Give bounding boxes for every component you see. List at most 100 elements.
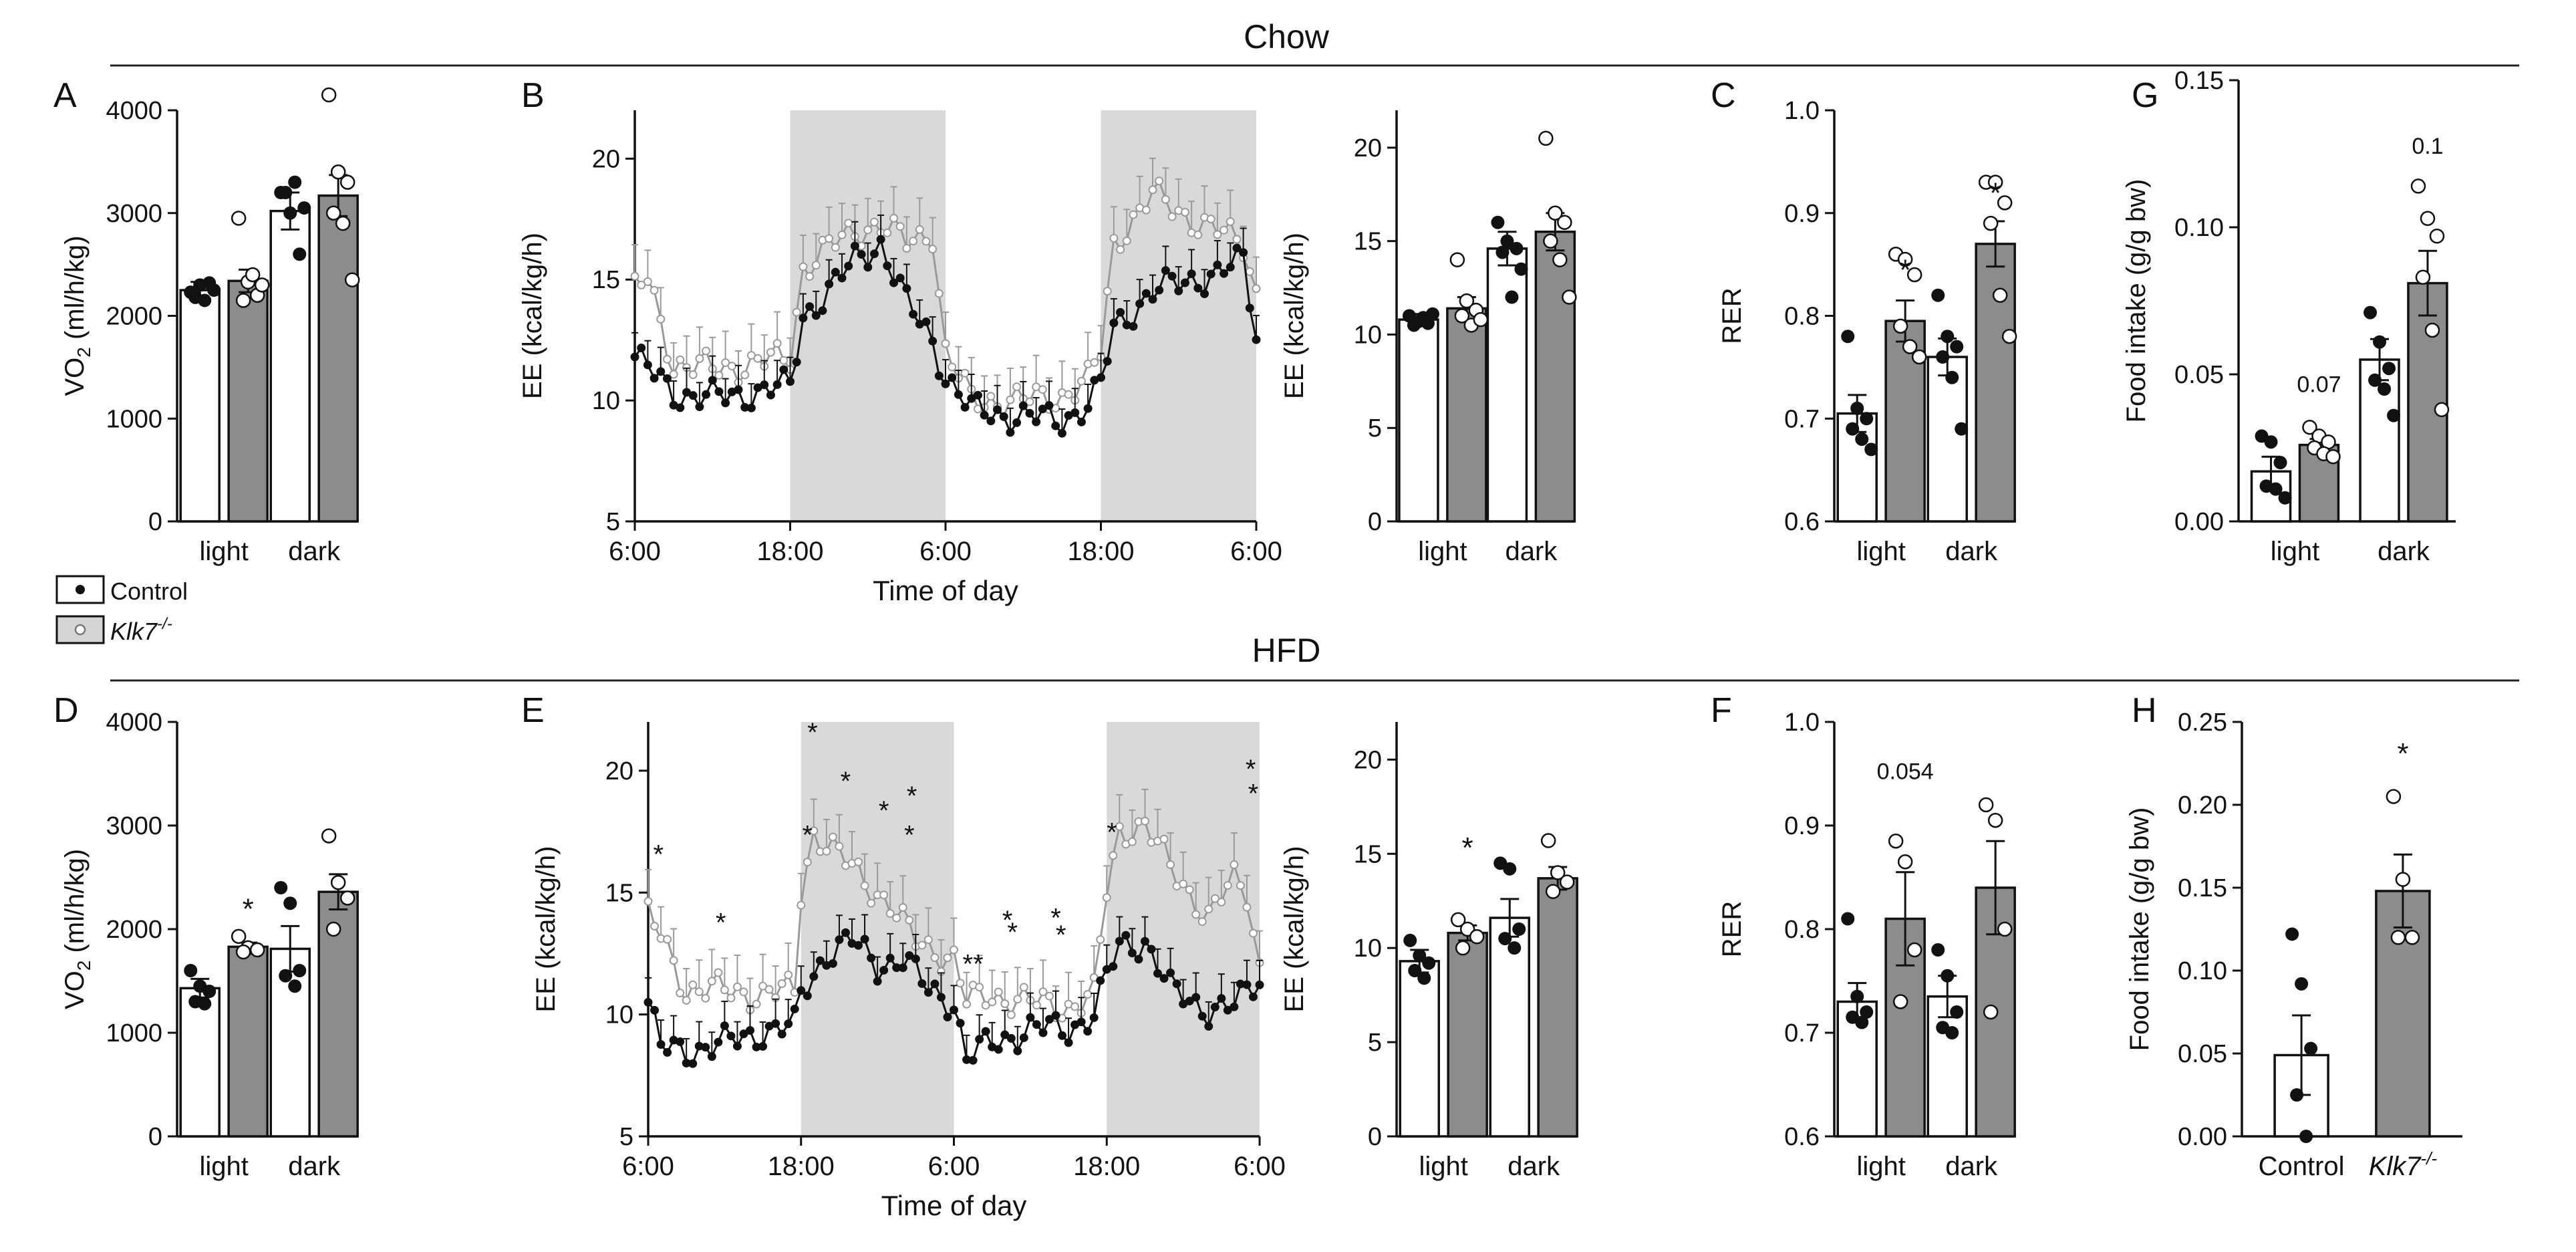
series-point [883, 228, 892, 237]
series-point [850, 241, 859, 251]
series-point [811, 311, 821, 320]
significance-label: * [807, 718, 818, 747]
series-point [1064, 390, 1073, 399]
series-point [1058, 1031, 1067, 1040]
y-tick-label: 0 [1368, 508, 1382, 536]
series-point [1006, 395, 1015, 404]
chart-g: 0.00 0.05 0.10 0.15 Food intake (g/g bw) ligh… [2122, 67, 2456, 566]
series-point [1185, 997, 1194, 1006]
data-point [198, 997, 212, 1011]
series-point [1220, 225, 1229, 235]
data-point [1846, 422, 1860, 436]
data-point [1407, 318, 1421, 332]
panel-label: C [1711, 76, 1736, 115]
series-point [746, 1025, 754, 1035]
series-point [650, 285, 659, 295]
series-point [1167, 271, 1177, 281]
series-point [1193, 230, 1203, 239]
data-point [1500, 234, 1514, 248]
y-tick-label: 1000 [106, 405, 162, 433]
series-point [831, 267, 840, 277]
y-axis-label-text: VO [60, 358, 90, 396]
series-point [805, 302, 815, 311]
series-point [854, 857, 863, 866]
series-point [1032, 1020, 1041, 1029]
series-point [857, 250, 866, 259]
y-tick-label: 0.8 [1784, 303, 1820, 331]
series-point [902, 284, 911, 293]
x-tick-label: 6:00 [609, 537, 661, 566]
series-point [1019, 1033, 1028, 1042]
y-tick-label: 0.15 [2174, 67, 2224, 95]
y-tick-label: 2000 [106, 916, 162, 944]
series-point [663, 1047, 672, 1057]
series-point [898, 963, 907, 973]
series-point [943, 1013, 952, 1022]
series-point [837, 230, 847, 239]
series-point [630, 271, 639, 281]
data-point [1550, 865, 1566, 880]
data-point [2273, 456, 2287, 469]
x-axis-label: Time of day [873, 575, 1018, 606]
data-point [1864, 443, 1878, 457]
series-point [811, 261, 821, 270]
series-point [923, 988, 933, 997]
y-axis-label: RER [1717, 901, 1747, 957]
series-point [676, 1037, 685, 1046]
series-point [779, 356, 789, 365]
data-point [235, 944, 251, 960]
series-point [676, 403, 685, 412]
legend-label-ko-name: Klk7 [110, 618, 158, 645]
series-point [1135, 299, 1145, 308]
significance-label: * [879, 796, 889, 826]
data-point [330, 875, 346, 890]
series-point [663, 934, 672, 944]
series-point [707, 977, 716, 986]
series-point [863, 263, 873, 272]
series-point [1032, 417, 1041, 426]
data-point [1860, 412, 1874, 426]
series-point [1109, 962, 1118, 971]
x-tick-label: dark [288, 1152, 341, 1181]
series-point [803, 858, 812, 867]
data-point [325, 205, 341, 221]
series-point [975, 1035, 984, 1044]
data-point [1459, 293, 1475, 309]
series-point [1204, 1021, 1213, 1031]
series-point [1109, 318, 1119, 328]
series-point [1096, 976, 1105, 985]
series-point [860, 881, 869, 890]
x-tick-label: light [200, 537, 249, 566]
series-point [980, 410, 989, 420]
series-point [701, 1043, 710, 1052]
series-point [1000, 999, 1010, 1008]
data-point [2325, 449, 2341, 465]
data-point [1936, 350, 1950, 364]
data-point [1911, 349, 1927, 365]
series-point [1127, 949, 1137, 958]
series-point [1180, 207, 1189, 217]
series-point [688, 370, 698, 380]
series-point [714, 370, 724, 380]
series-point [844, 261, 853, 271]
series-point [1057, 428, 1066, 438]
series-point [772, 380, 782, 389]
series-point [1000, 1030, 1010, 1039]
bar [227, 945, 269, 1138]
data-point [1997, 195, 2013, 211]
series-point [799, 314, 808, 323]
data-point [254, 277, 270, 293]
y-tick-label: 10 [592, 387, 620, 415]
series-point [777, 979, 786, 989]
series-point [941, 339, 950, 348]
series-point [714, 387, 724, 396]
panel-label: H [2132, 691, 2157, 730]
series-point [975, 983, 984, 992]
data-point [293, 964, 307, 977]
data-point [288, 175, 302, 189]
significance-label: * [1050, 903, 1061, 932]
y-tick-label: 5 [619, 1123, 633, 1151]
series-point [835, 935, 844, 945]
series-point [662, 374, 672, 383]
data-point [1425, 307, 1439, 321]
